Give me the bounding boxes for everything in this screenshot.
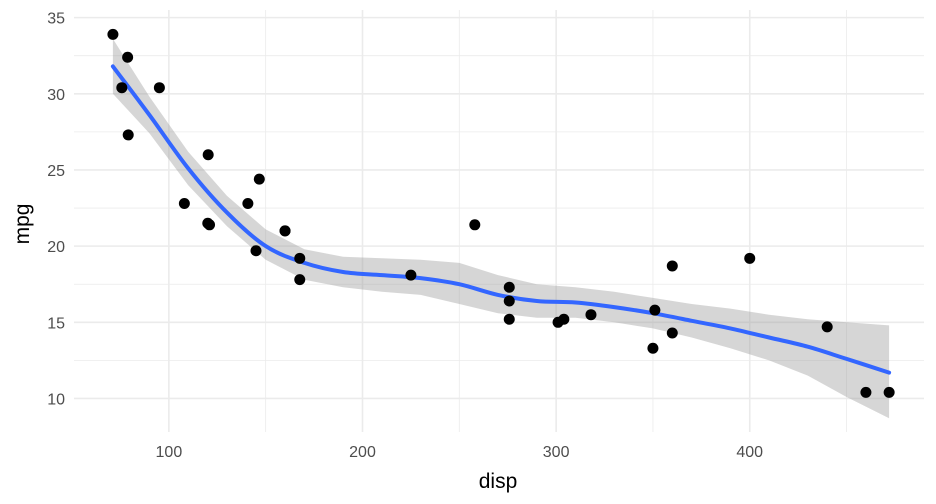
data-point bbox=[116, 82, 128, 94]
grid-lines bbox=[74, 10, 924, 432]
data-point bbox=[279, 225, 291, 237]
confidence-band-layer bbox=[112, 38, 890, 419]
data-point bbox=[107, 28, 119, 40]
data-point bbox=[649, 304, 661, 316]
y-axis-ticks: 10 15 20 25 30 35 bbox=[47, 11, 65, 409]
smooth-trend-line bbox=[110, 64, 892, 375]
y-tick-label: 15 bbox=[47, 315, 65, 332]
confidence-band bbox=[112, 38, 890, 419]
y-tick-label: 25 bbox=[47, 163, 65, 180]
x-tick-label: 300 bbox=[543, 444, 570, 461]
y-tick-label: 20 bbox=[47, 239, 65, 256]
data-point bbox=[744, 252, 756, 264]
data-point bbox=[122, 129, 134, 141]
data-point bbox=[883, 386, 895, 398]
x-axis-title: disp bbox=[479, 470, 518, 493]
data-point bbox=[503, 281, 515, 293]
smooth-line-layer bbox=[110, 64, 892, 375]
data-points bbox=[107, 28, 895, 398]
data-point bbox=[294, 274, 306, 286]
data-point bbox=[405, 269, 417, 281]
x-tick-label: 400 bbox=[736, 444, 763, 461]
data-point bbox=[585, 309, 597, 321]
data-point bbox=[821, 321, 833, 333]
data-point bbox=[558, 313, 570, 325]
data-point bbox=[153, 82, 165, 94]
y-axis-title: mpg bbox=[11, 204, 34, 245]
data-point bbox=[503, 295, 515, 307]
data-point bbox=[503, 313, 515, 325]
data-point bbox=[647, 342, 659, 354]
data-point bbox=[178, 197, 190, 209]
x-tick-label: 200 bbox=[349, 444, 376, 461]
data-point bbox=[204, 219, 216, 231]
data-point bbox=[860, 386, 872, 398]
data-point bbox=[666, 327, 678, 339]
data-point bbox=[469, 219, 481, 231]
x-axis-ticks: 100 200 300 400 bbox=[156, 444, 764, 461]
data-point bbox=[202, 149, 214, 161]
data-point bbox=[666, 260, 678, 272]
x-tick-label: 100 bbox=[156, 444, 183, 461]
data-point bbox=[253, 173, 265, 185]
data-point bbox=[122, 51, 134, 63]
y-tick-label: 35 bbox=[47, 11, 65, 28]
data-point bbox=[242, 197, 254, 209]
y-tick-label: 30 bbox=[47, 87, 65, 104]
data-point bbox=[294, 252, 306, 264]
y-tick-label: 10 bbox=[47, 391, 65, 408]
data-point bbox=[250, 245, 262, 257]
